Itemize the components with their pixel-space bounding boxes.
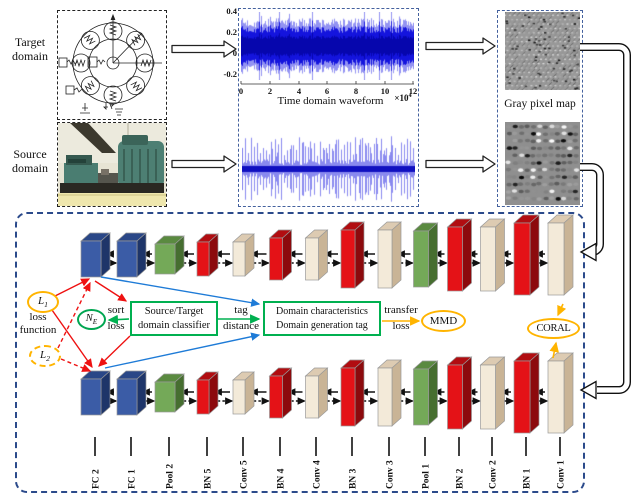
layer-block-conv-2 [479,356,506,430]
bearing-schematic-lines [58,13,162,116]
loss-connectors [51,278,131,372]
waveform-box [238,8,419,207]
layer-block-conv-5 [232,233,255,277]
layer-label: BN 4 [277,468,287,489]
layer-block-conv-3 [377,221,402,289]
layer-label: FC 1 [128,469,138,489]
layer-label: Conv 5 [240,460,250,489]
waveform-x-tick: 12 [408,86,418,96]
layer-block-bn-2 [446,356,473,430]
tag-distance-label: tag distance [222,304,260,332]
layer-label: FC 2 [92,469,102,489]
layer-block-pool-2 [154,235,185,275]
network-row-top [80,214,574,296]
ribbon-arrowhead-bottom-network [579,380,597,400]
hollow-arrow-source-to-waveform [171,155,237,173]
target-domain-label: Target domain [12,35,48,63]
layer-label: Pool 1 [422,464,432,489]
layer-block-bn-3 [340,221,365,289]
tag-connectors [100,276,261,369]
transfer-connectors [382,303,567,359]
waveform-x-tick: 4 [296,86,302,96]
layer-block-fc-2 [80,232,111,278]
loss-l1-node: L1 [27,291,59,313]
layer-label: Conv 4 [313,460,323,489]
target-waveform-plot [241,12,414,80]
waveform-y-tick: -0.2 [223,69,237,79]
layer-block-conv-4 [304,367,329,419]
layer-label: BN 5 [204,468,214,489]
waveform-x-tick: 2 [267,86,273,96]
classifier-connectors [107,314,261,325]
source-domain-label: Source domain [12,147,48,175]
sort-loss-label: sort loss [107,304,125,332]
waveform-x-tick: 6 [324,86,330,96]
layer-block-pool-1 [412,222,439,288]
layer-block-conv-3 [377,359,402,427]
layer-block-conv-2 [479,218,506,292]
layer-block-conv-5 [232,371,255,415]
layer-block-bn-4 [268,229,293,281]
layer-block-conv-1 [547,352,574,434]
gray-pixel-map-label: Gray pixel map [504,98,576,110]
layer-block-bn-4 [268,367,293,419]
waveform-x-tick: 0 [238,86,244,96]
layer-label: Pool 2 [166,464,176,489]
layer-label: Conv 3 [386,460,396,489]
layer-label: BN 2 [456,468,466,489]
waveform-y-tick: 0.2 [226,27,237,37]
waveform-title: Time domain waveform [277,95,384,107]
source-domain-box [57,122,167,207]
layer-block-bn-3 [340,359,365,427]
layer-ticks-labels: FC 2 FC 1 Pool 2 BN 5 Conv 5 BN 4 Conv 4 BN 3 Co… [92,437,567,489]
layer-block-bn-1 [513,352,540,434]
graymap-box [497,10,583,207]
layer-block-bn-1 [513,214,540,296]
layer-block-fc-1 [116,370,147,416]
source-target-classifier-box: Source/Target domain classifier [130,301,218,336]
layer-block-fc-1 [116,232,147,278]
target-domain-box [57,10,167,120]
layer-block-bn-2 [446,218,473,292]
domain-tag-box: Domain characteristics Domain generation … [263,301,381,336]
layer-label: BN 1 [523,468,533,489]
layer-block-conv-4 [304,229,329,281]
gray-pixel-map-target [505,12,580,90]
waveform-x-tick: 10 [380,86,390,96]
network-box [15,212,585,493]
layer-label: BN 3 [349,468,359,489]
layer-block-pool-1 [412,360,439,426]
gray-pixel-map-source [505,122,580,205]
layer-label: Conv 1 [557,460,567,489]
loss-l2-node: L2 [29,345,61,367]
ne-classifier-node: NE [77,309,106,330]
hollow-arrow-target-to-waveform [171,40,237,58]
coral-node: CORAL [527,318,580,339]
layer-block-bn-5 [196,233,219,277]
flow-arrows [171,37,496,173]
layer-label: Conv 2 [489,460,499,489]
ribbon-arrows [579,43,631,400]
waveform-x-multiplier: ×104 [394,92,412,103]
mmd-node: MMD [421,310,466,332]
layer-block-pool-2 [154,373,185,413]
layer-block-bn-5 [196,371,219,415]
bearing-model-schematic [58,13,162,116]
ribbon-arrowhead-top-network [579,242,597,262]
network-row-bottom [80,352,574,434]
layer-block-fc-2 [80,370,111,416]
waveform-x-tick: 8 [353,86,359,96]
waveform-y-tick: 0.4 [226,6,237,16]
layer-block-conv-1 [547,214,574,296]
hollow-arrow-waveform-to-graymap-top [425,37,496,55]
transfer-loss-label: transfer loss [384,304,418,332]
waveform-x-axis [240,81,414,85]
hollow-arrow-waveform-to-graymap-bottom [425,155,496,173]
test-rig-photo [58,123,166,206]
loss-function-label: loss function [19,311,57,336]
source-waveform-plot [242,134,415,203]
waveform-y-tick: 0 [232,48,237,58]
